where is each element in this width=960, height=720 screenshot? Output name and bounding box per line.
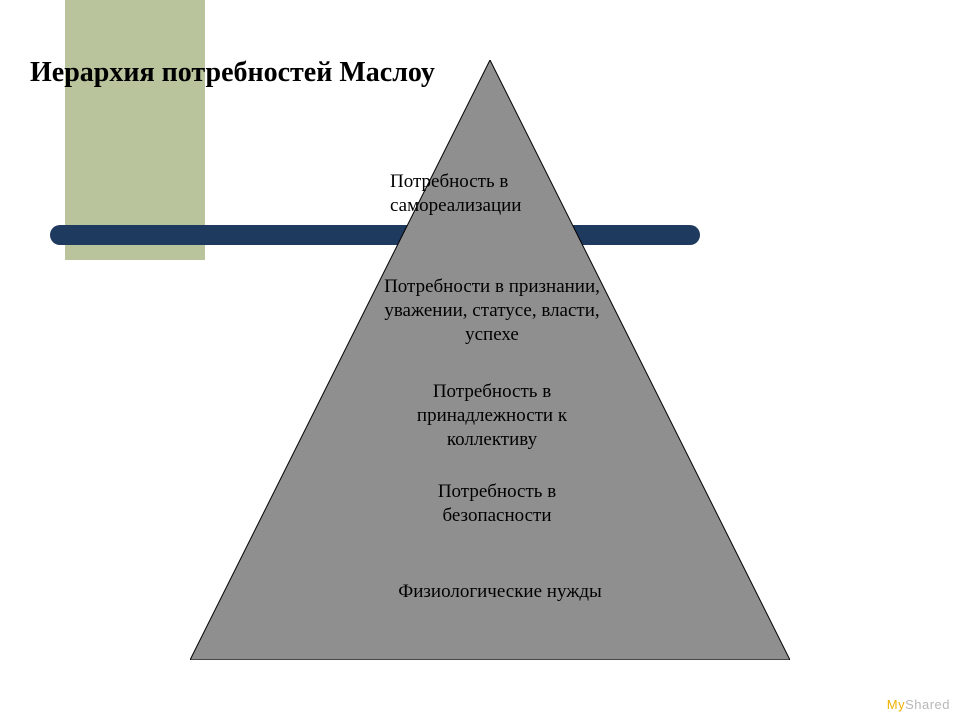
level-physiological: Физиологические нужды: [370, 580, 630, 604]
level-self-actualization: Потребность в самореализации: [390, 170, 600, 218]
watermark: MyShared: [887, 697, 950, 712]
sidebar-block: [65, 0, 205, 260]
pyramid-triangle: [190, 60, 790, 660]
watermark-suffix: Shared: [905, 697, 950, 712]
level-safety: Потребность в безопасности: [412, 480, 582, 528]
page-title: Иерархия потребностей Маслоу: [30, 55, 435, 90]
watermark-prefix: My: [887, 697, 905, 712]
pyramid-shape: [190, 60, 790, 660]
level-belonging: Потребность в принадлежности к коллектив…: [382, 380, 602, 451]
level-esteem: Потребности в признании, уважении, стату…: [362, 275, 622, 346]
